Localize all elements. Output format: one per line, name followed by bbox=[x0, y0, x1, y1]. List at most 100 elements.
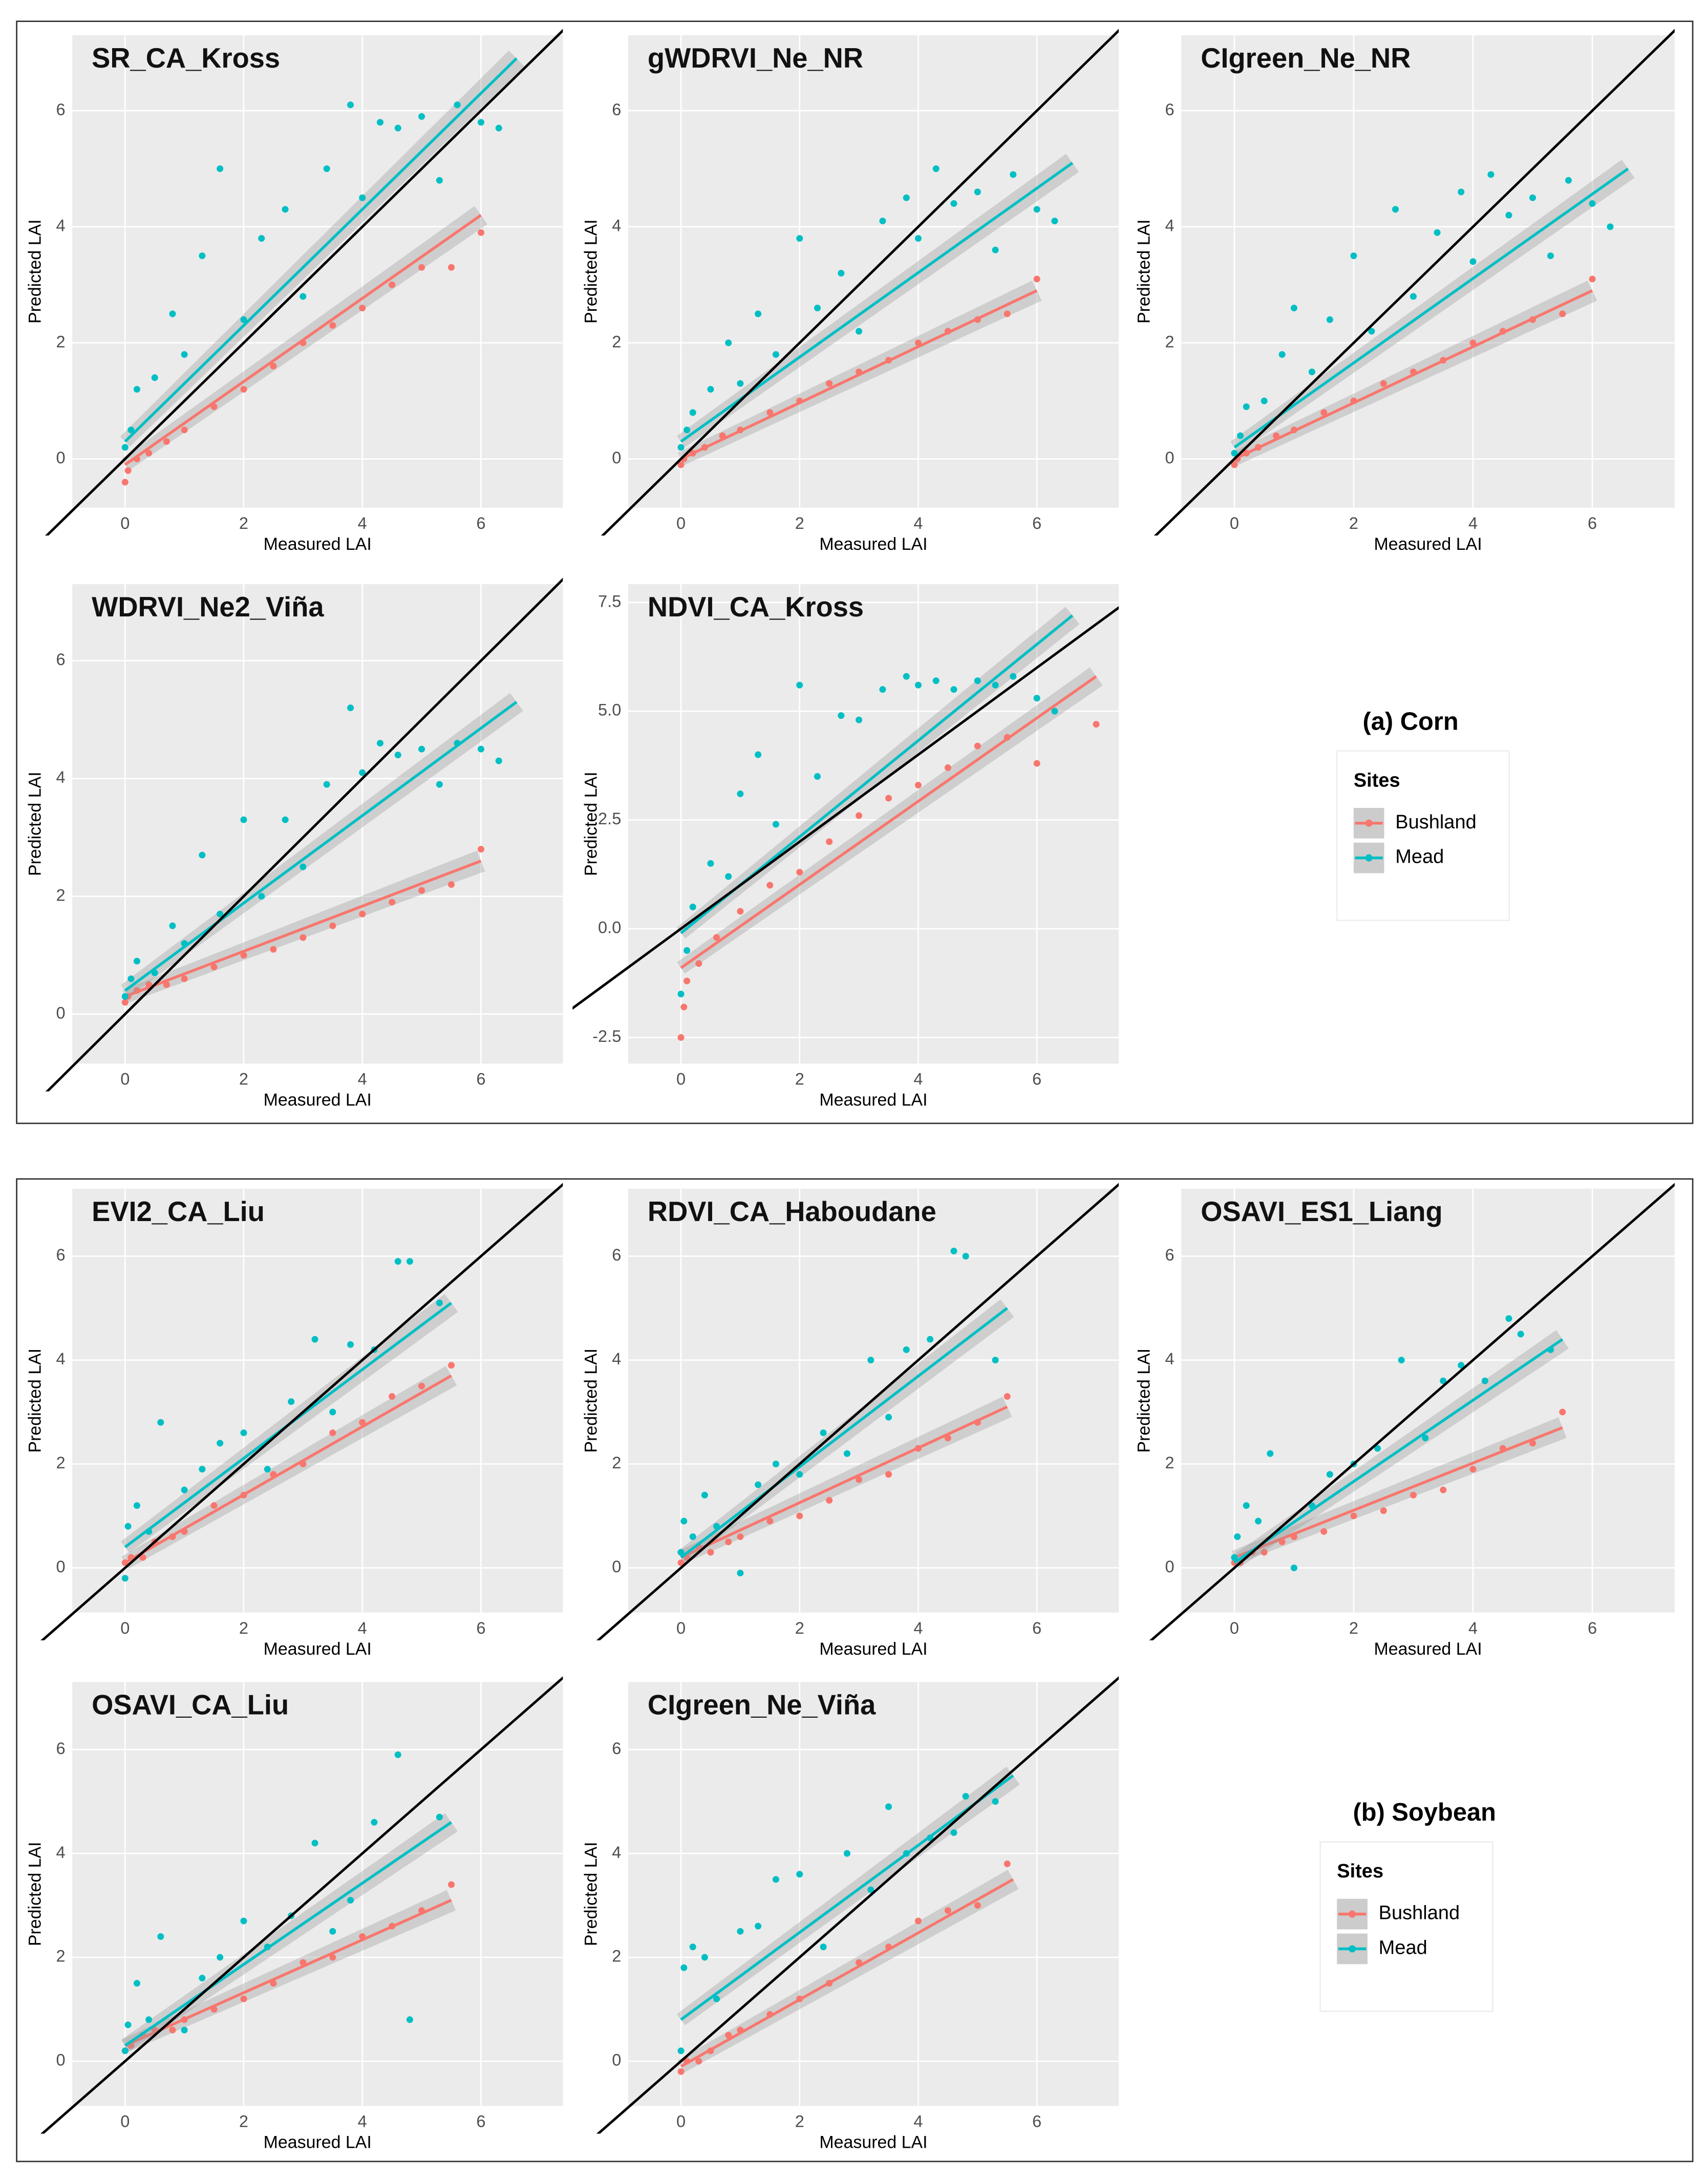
panel-title: WDRVI_Ne2_Viña bbox=[92, 591, 324, 623]
x-tick-label: 2 bbox=[239, 1070, 248, 1088]
point bbox=[1469, 1466, 1477, 1473]
point bbox=[1004, 1393, 1011, 1400]
point bbox=[1350, 252, 1357, 260]
point bbox=[376, 119, 383, 126]
point bbox=[282, 206, 289, 213]
point bbox=[181, 351, 188, 358]
y-tick-label: 4 bbox=[1165, 1350, 1175, 1368]
y-tick-label: 2 bbox=[612, 332, 621, 351]
legend-key-dot bbox=[1349, 1910, 1356, 1918]
point bbox=[418, 113, 425, 120]
point bbox=[300, 293, 307, 300]
point bbox=[394, 752, 401, 759]
x-axis-label: Measured LAI bbox=[819, 1639, 927, 1659]
point bbox=[1559, 310, 1566, 317]
soybean-frame bbox=[16, 1178, 1694, 2163]
point bbox=[695, 960, 702, 967]
panel: 0 2 4 6 -2.5 0.0 2.5 5.0 7.5 Measured LAI Predicte… bbox=[572, 584, 1119, 1110]
point bbox=[210, 1502, 218, 1509]
point bbox=[133, 1502, 140, 1509]
panel: 0 2 4 6 0 2 4 6 Measured LAI Predicted LAI OSAVI_E… bbox=[1135, 1183, 1675, 1659]
x-tick-label: 6 bbox=[476, 2112, 485, 2130]
x-tick-label: 0 bbox=[1230, 1619, 1239, 1637]
point bbox=[406, 1258, 413, 1265]
x-axis-label: Measured LAI bbox=[819, 535, 927, 554]
y-tick-label: 2 bbox=[612, 1454, 621, 1472]
point bbox=[436, 1813, 443, 1821]
point bbox=[1010, 171, 1017, 178]
point bbox=[1267, 1450, 1274, 1457]
one-to-one-line bbox=[1149, 1183, 1675, 1640]
point bbox=[359, 1419, 366, 1426]
point bbox=[311, 1840, 318, 1847]
point bbox=[737, 380, 744, 387]
point bbox=[240, 952, 247, 959]
x-tick-label: 2 bbox=[239, 2112, 248, 2130]
point bbox=[1326, 316, 1333, 323]
x-tick-label: 6 bbox=[1032, 514, 1041, 532]
legend-key-dot bbox=[1365, 819, 1373, 827]
point bbox=[944, 1907, 951, 1914]
point bbox=[737, 908, 744, 915]
point bbox=[311, 1336, 318, 1343]
legend-label: Bushland bbox=[1379, 1903, 1460, 1924]
point bbox=[826, 380, 833, 387]
y-tick-label: 0 bbox=[612, 1557, 621, 1576]
fit-line bbox=[1233, 1338, 1564, 1564]
point bbox=[121, 1575, 129, 1582]
point bbox=[1237, 432, 1244, 439]
point bbox=[838, 712, 845, 719]
y-tick-label: -2.5 bbox=[592, 1027, 621, 1045]
point bbox=[796, 1471, 803, 1478]
point bbox=[282, 816, 289, 823]
panel-title: OSAVI_ES1_Liang bbox=[1201, 1196, 1442, 1227]
point bbox=[329, 1954, 336, 1961]
point bbox=[680, 1003, 688, 1011]
point bbox=[737, 1928, 744, 1935]
point bbox=[1231, 450, 1238, 457]
point bbox=[689, 1533, 696, 1541]
point bbox=[300, 934, 307, 941]
point bbox=[992, 1798, 999, 1805]
point bbox=[133, 386, 140, 393]
x-tick-label: 2 bbox=[1349, 1619, 1358, 1637]
point bbox=[1320, 409, 1328, 416]
point bbox=[447, 1362, 455, 1369]
panel: 0 2 4 6 0 2 4 6 Measured LAI Predicted LAI WDRVI_N… bbox=[26, 578, 563, 1110]
y-tick-label: 4 bbox=[56, 768, 65, 786]
point bbox=[1380, 1507, 1387, 1514]
point bbox=[477, 229, 484, 236]
panel: 0 2 4 6 0 2 4 6 Measured LAI Predicted LAI gWDRVI_… bbox=[581, 29, 1119, 554]
point bbox=[151, 374, 158, 381]
x-tick-label: 2 bbox=[795, 514, 804, 532]
point bbox=[677, 444, 685, 451]
point bbox=[121, 999, 129, 1006]
point bbox=[389, 1393, 396, 1400]
point bbox=[838, 270, 845, 277]
point bbox=[347, 101, 354, 109]
point bbox=[814, 773, 821, 780]
point bbox=[820, 1943, 827, 1951]
point bbox=[240, 816, 247, 823]
x-tick-label: 0 bbox=[676, 2112, 686, 2130]
point bbox=[677, 461, 685, 468]
point bbox=[1051, 708, 1058, 715]
panel-title: EVI2_CA_Liu bbox=[92, 1196, 265, 1227]
point bbox=[329, 922, 336, 929]
one-to-one-line bbox=[45, 29, 563, 536]
one-to-one-line bbox=[601, 29, 1119, 536]
fit-line bbox=[124, 1374, 452, 1564]
y-tick-label: 4 bbox=[612, 217, 621, 235]
point bbox=[495, 124, 502, 132]
point bbox=[1051, 218, 1058, 225]
point bbox=[701, 1954, 708, 1961]
point bbox=[766, 882, 774, 889]
point bbox=[418, 745, 425, 753]
legend-label: Mead bbox=[1379, 1937, 1427, 1959]
point bbox=[1004, 1860, 1011, 1867]
point bbox=[796, 1871, 803, 1878]
y-tick-label: 0 bbox=[612, 2051, 621, 2069]
point bbox=[713, 1995, 720, 2002]
point bbox=[1243, 403, 1250, 410]
point bbox=[127, 426, 135, 434]
